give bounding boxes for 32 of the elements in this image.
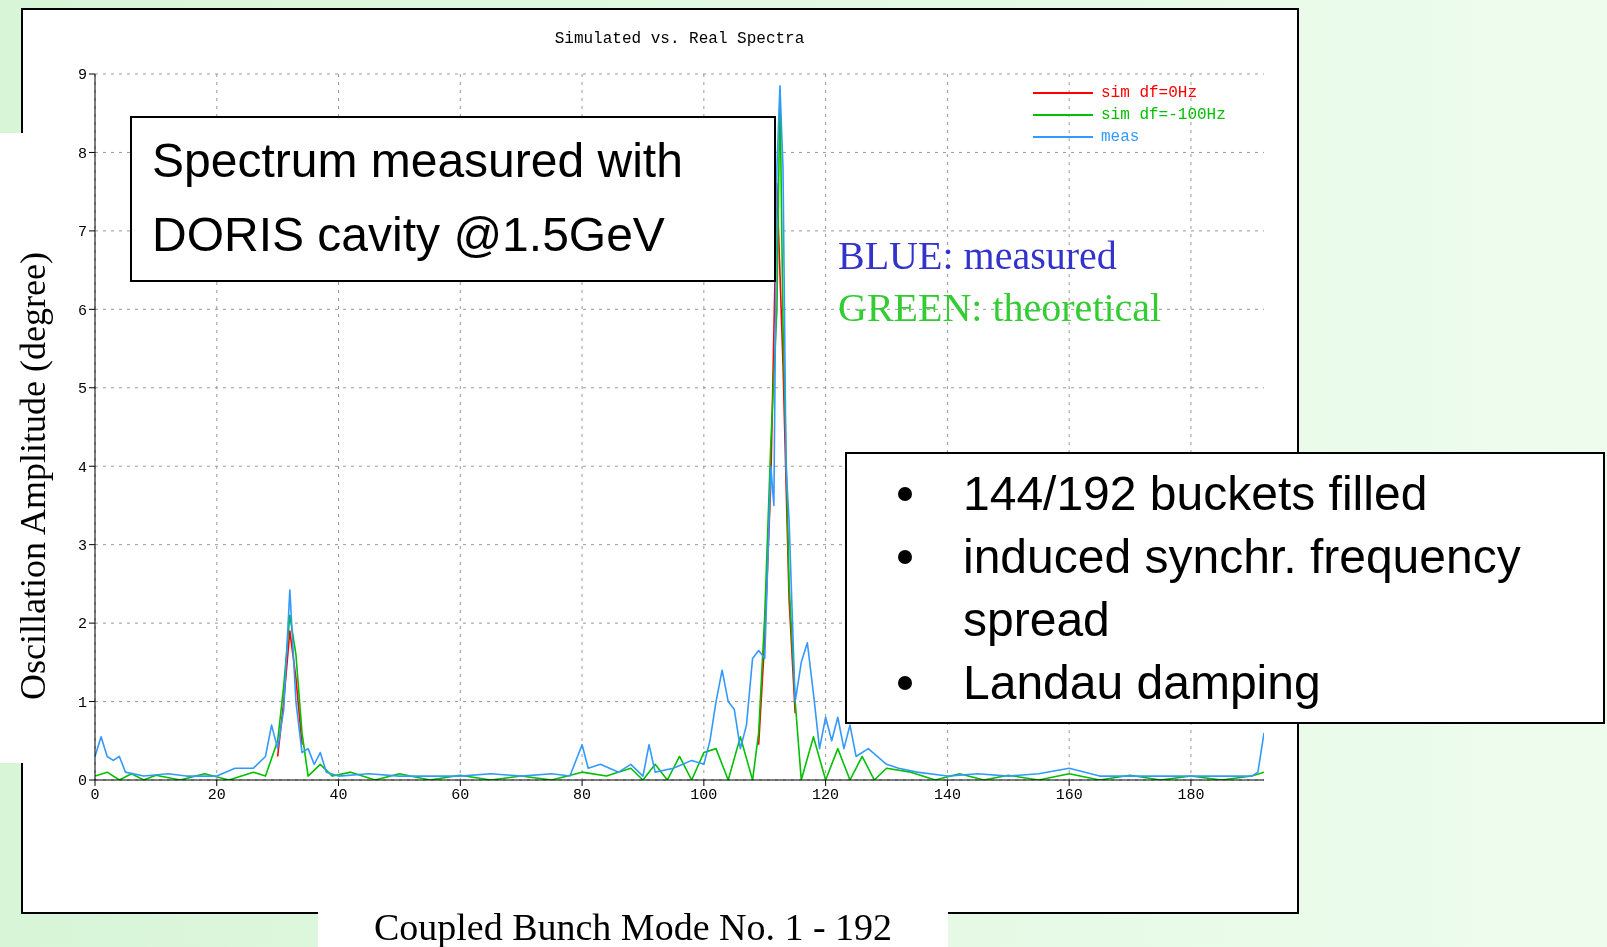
x-tick-label: 20 [207,786,226,804]
x-tick-label: 0 [90,786,100,804]
annotation: induced synchr. frequency spread [963,529,1522,648]
y-tick-label: 1 [77,694,87,712]
legend-label: sim df=0Hz [1101,83,1198,104]
legend-label: sim df=-100Hz [1101,105,1227,126]
y-tick-label: 6 [77,302,87,320]
x-tick-label: 140 [933,786,961,804]
x-tick-label: 60 [451,786,470,804]
y-tick-label: 5 [77,381,87,399]
annotation: BLUE: measured [838,232,1117,279]
text-box: Spectrum measured with DORIS cavity @1.5GeV [130,116,776,282]
annotation: Landau damping [963,655,1321,711]
text-box: 144/192 buckets filled induced synchr. frequency spread Landau damping [845,452,1605,724]
x-tick-label: 160 [1055,786,1083,804]
x-tick-label: 180 [1177,786,1205,804]
chart-title: Simulated vs. Real Spectra [553,30,806,48]
y-tick-label: 2 [77,616,87,634]
x-tick-label: 100 [690,786,718,804]
legend-label: meas [1101,127,1141,148]
x-tick-label: 40 [329,786,348,804]
y-tick-label: 7 [77,224,87,242]
y-tick-label: 9 [77,67,87,85]
y-tick-label: 8 [77,145,87,163]
y-tick-label: 0 [77,773,87,791]
y-tick-label: 4 [77,459,87,477]
x-tick-label: 120 [812,786,840,804]
y-axis-title: Oscillation Amplitude (degree) [12,252,54,700]
annotation: 144/192 buckets filled [963,466,1428,522]
y-tick-label: 3 [77,537,87,555]
annotation: GREEN: theoretical [838,284,1162,331]
x-tick-label: 80 [573,786,592,804]
